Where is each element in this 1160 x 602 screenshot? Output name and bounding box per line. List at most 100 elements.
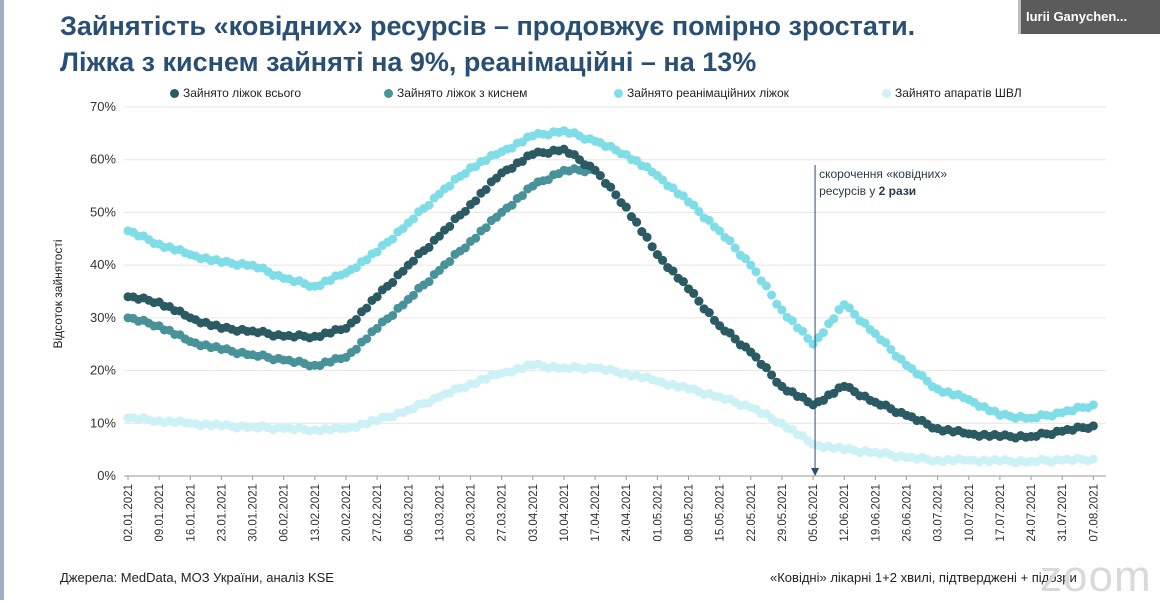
data-point-interp xyxy=(388,278,398,288)
y-tick-label: 50% xyxy=(90,204,116,219)
data-point-interp xyxy=(678,277,688,287)
x-tick-label: 29.05.2021 xyxy=(777,484,789,542)
legend-item-icu: Зайнято реанімаційних ліжок xyxy=(614,86,789,100)
data-point-interp xyxy=(611,190,621,200)
data-point-interp xyxy=(507,200,517,210)
series-2 xyxy=(123,126,1098,423)
data-point xyxy=(372,247,382,257)
data-point xyxy=(870,329,880,339)
x-tick-label: 22.05.2021 xyxy=(746,484,758,542)
data-point-interp xyxy=(751,352,761,362)
data-point-interp xyxy=(761,281,771,291)
data-point-interp xyxy=(767,290,777,300)
data-point-interp xyxy=(481,223,491,233)
x-tick-label: 17.07.2021 xyxy=(995,484,1007,542)
annotation-group: скорочення «ковідних» ресурсів у 2 рази xyxy=(811,165,947,476)
data-point xyxy=(621,202,631,212)
data-point-interp xyxy=(689,288,699,298)
data-point-interp xyxy=(351,263,361,273)
data-point-interp xyxy=(647,242,657,252)
x-tick-label: 24.04.2021 xyxy=(621,484,633,542)
y-tick-label: 30% xyxy=(90,310,116,325)
data-point-interp xyxy=(388,310,398,320)
y-tick-label: 60% xyxy=(90,152,116,167)
x-tick-label: 20.02.2021 xyxy=(341,484,353,542)
data-point-interp xyxy=(658,255,668,265)
data-point xyxy=(1088,421,1098,431)
annotation-text-bold: 2 рази xyxy=(879,184,917,198)
data-point-interp xyxy=(408,256,418,266)
data-point-interp xyxy=(471,196,481,206)
annotation-arrow xyxy=(811,468,820,476)
data-point-interp xyxy=(445,257,455,267)
participant-name-tile[interactable]: Iurii Ganychen... xyxy=(1018,0,1160,34)
x-tick-label: 01.05.2021 xyxy=(652,484,664,542)
series-3 xyxy=(123,359,1098,468)
y-tick-label: 40% xyxy=(90,257,116,272)
y-gridlines xyxy=(124,106,1106,477)
x-tick-label: 27.02.2021 xyxy=(372,484,384,542)
data-point-interp xyxy=(725,328,735,338)
data-point xyxy=(372,292,382,302)
data-point-interp xyxy=(704,308,714,318)
data-point xyxy=(746,260,756,270)
data-point-interp xyxy=(761,363,771,373)
slide-title: Зайнятість «ковідних» ресурсів – продовж… xyxy=(60,8,1020,80)
data-point-interp xyxy=(829,314,839,324)
data-point-interp xyxy=(408,290,418,300)
data-point-interp xyxy=(767,370,777,380)
data-point-interp xyxy=(481,184,491,194)
legend-item-oxygen: Зайнято ліжок з киснем xyxy=(384,86,527,100)
data-point-interp xyxy=(460,243,470,253)
data-point-interp xyxy=(362,334,372,344)
legend-label-oxygen: Зайнято ліжок з киснем xyxy=(397,86,528,100)
data-point-interp xyxy=(424,277,434,287)
title-line-2: Ліжка з киснем зайняті на 9%, реанімацій… xyxy=(60,47,757,77)
data-point-interp xyxy=(517,191,527,201)
y-tick-label: 20% xyxy=(90,363,116,378)
data-point-interp xyxy=(471,233,481,243)
y-tick-label: 70% xyxy=(90,99,116,114)
data-point-interp xyxy=(460,206,470,216)
legend-item-ventilator: Зайнято апаратів ШВЛ xyxy=(882,86,1022,100)
legend-label-total: Зайнято ліжок всього xyxy=(183,86,302,100)
data-point-interp xyxy=(741,254,751,264)
x-tick-label: 23.01.2021 xyxy=(216,484,228,542)
data-point-interp xyxy=(881,338,891,348)
data-point-interp xyxy=(896,354,906,364)
data-point-interp xyxy=(694,207,704,217)
data-point xyxy=(1088,400,1098,410)
x-tick-label: 10.04.2021 xyxy=(559,484,571,542)
data-point xyxy=(1088,454,1098,464)
data-point-interp xyxy=(632,217,642,227)
data-point-interp xyxy=(445,221,455,231)
x-tick-label: 20.03.2021 xyxy=(466,484,478,542)
data-point xyxy=(434,231,444,241)
data-point-interp xyxy=(668,183,678,193)
data-point-interp xyxy=(850,309,860,319)
data-point-interp xyxy=(751,267,761,277)
x-tick-label: 19.06.2021 xyxy=(870,484,882,542)
data-point-interp xyxy=(388,234,398,244)
x-tick-label: 27.03.2021 xyxy=(497,484,509,542)
data-point-interp xyxy=(362,255,372,265)
data-point-interp xyxy=(725,236,735,246)
legend-marker-ventilator xyxy=(882,89,891,98)
x-tick-label: 07.08.2021 xyxy=(1088,484,1100,542)
x-tick-label: 06.02.2021 xyxy=(279,484,291,542)
data-point-interp xyxy=(678,191,688,201)
legend-marker-icu xyxy=(614,89,623,98)
y-tick-label: 10% xyxy=(90,415,116,430)
legend-label-icu: Зайнято реанімаційних ліжок xyxy=(627,86,789,100)
x-tick-label: 30.01.2021 xyxy=(248,484,260,542)
x-tick-label: 17.04.2021 xyxy=(590,484,602,542)
x-tick-labels: 02.01.2021 09.01.2021 16.01.2021 23.01.2021… xyxy=(123,476,1100,542)
data-point-interp xyxy=(803,334,813,344)
data-point-interp xyxy=(730,243,740,253)
x-tick-label: 12.06.2021 xyxy=(839,484,851,542)
annotation-text-prefix: ресурсів у xyxy=(819,184,879,198)
data-point-interp xyxy=(772,299,782,309)
legend-label-ventilator: Зайнято апаратів ШВЛ xyxy=(895,86,1022,100)
data-point xyxy=(652,250,662,260)
x-tick-label: 16.01.2021 xyxy=(185,484,197,542)
